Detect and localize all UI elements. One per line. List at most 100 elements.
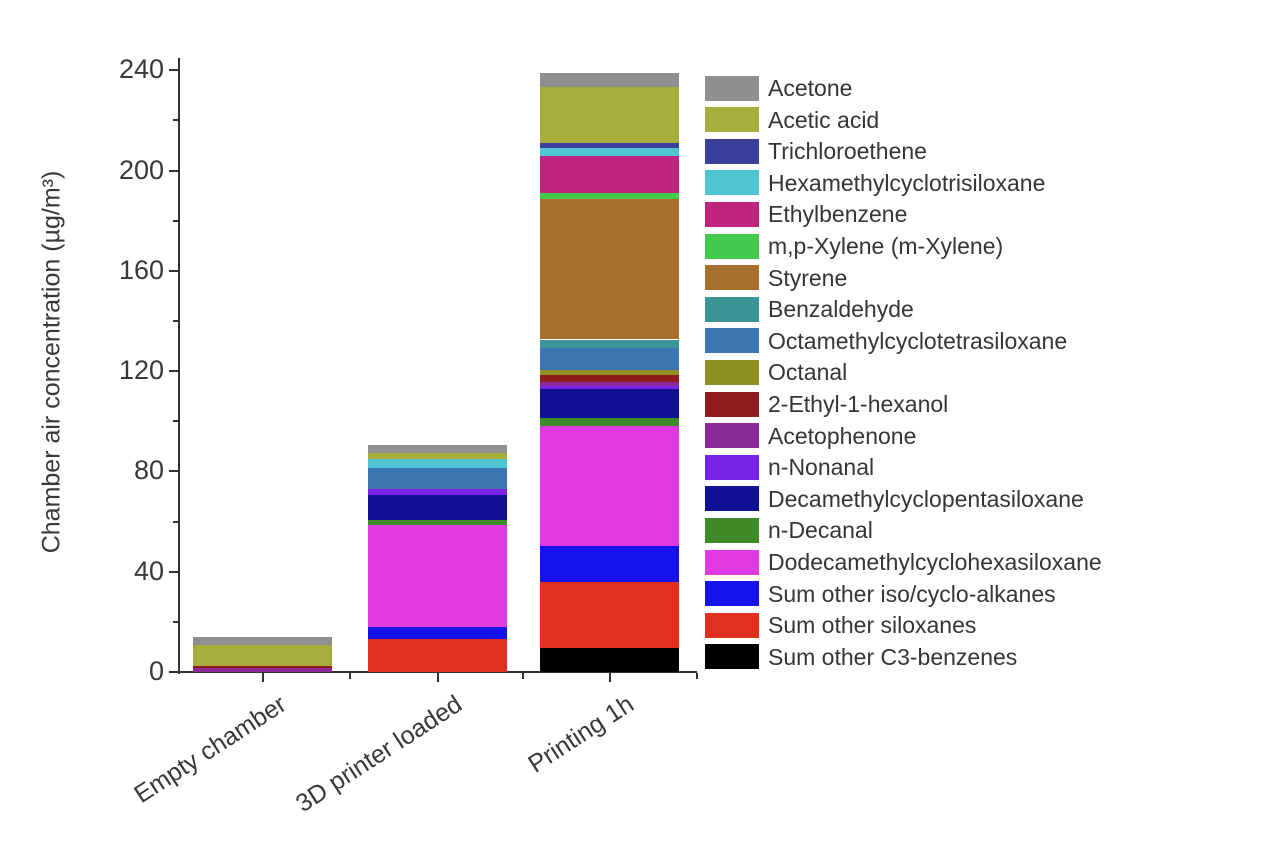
legend-label: Decamethylcyclopentasiloxane <box>768 485 1084 512</box>
y-major-tick <box>169 570 178 573</box>
x-major-tick <box>436 673 439 682</box>
legend-swatch <box>705 391 759 417</box>
legend-label: Trichloroethene <box>768 138 927 165</box>
y-tick-label: 0 <box>148 656 164 686</box>
legend-swatch <box>705 75 759 101</box>
y-tick-label: 120 <box>118 355 164 386</box>
legend-label: Dodecamethylcyclohexasiloxane <box>768 549 1102 575</box>
bar-segment <box>193 668 332 672</box>
legend-label: Acetone <box>768 75 853 101</box>
x-minor-tick <box>349 673 351 679</box>
bar-segment <box>540 73 679 87</box>
bar-segment <box>540 86 679 143</box>
bar-segment <box>540 147 679 157</box>
bar-segment <box>540 389 679 419</box>
legend-label: Acetophenone <box>768 422 917 449</box>
x-major-tick <box>261 673 264 682</box>
bar-segment <box>540 374 679 383</box>
legend-label: Sum other iso/cyclo-alkanes <box>768 580 1056 607</box>
legend-swatch <box>705 359 759 385</box>
legend-label: 2-Ethyl-1-hexanol <box>768 391 949 417</box>
legend-label: n-Nonanal <box>768 454 875 481</box>
legend-label: Octamethylcyclotetrasiloxane <box>768 327 1068 354</box>
bar-segment <box>193 637 332 646</box>
legend-swatch <box>705 233 759 259</box>
legend-label: n-Decanal <box>768 517 873 544</box>
legend-label: Sum other C3-benzenes <box>768 643 1018 670</box>
y-major-tick <box>169 470 178 473</box>
bar-segment <box>540 339 679 348</box>
x-minor-tick <box>696 673 698 679</box>
legend-label: Ethylbenzene <box>768 201 908 228</box>
y-minor-tick <box>173 119 178 122</box>
bar-segment <box>540 347 679 370</box>
bar-segment <box>368 495 507 520</box>
y-tick-label: 160 <box>118 254 164 285</box>
y-minor-tick <box>173 319 178 322</box>
bar-segment <box>368 519 507 525</box>
legend-swatch <box>705 170 759 196</box>
legend-swatch <box>705 296 759 322</box>
y-axis-line <box>178 58 180 674</box>
legend-label: Sum other siloxanes <box>768 612 977 639</box>
y-major-tick <box>169 69 178 72</box>
bar-segment <box>368 626 507 639</box>
bar-segment <box>540 425 679 547</box>
x-minor-tick <box>522 673 524 679</box>
y-minor-tick <box>173 219 178 222</box>
legend-swatch <box>705 423 759 449</box>
bar-segment <box>193 645 332 667</box>
legend-swatch <box>705 644 759 670</box>
legend-swatch <box>705 549 759 575</box>
y-tick-label: 200 <box>118 154 164 185</box>
y-minor-tick <box>173 420 178 423</box>
legend-swatch <box>705 454 759 480</box>
bar-segment <box>540 648 679 672</box>
bar-segment <box>540 193 679 200</box>
bar-segment <box>540 382 679 386</box>
legend-swatch <box>705 201 759 227</box>
bar-segment <box>540 385 679 390</box>
x-axis-line <box>178 671 697 673</box>
legend-swatch <box>705 486 759 512</box>
legend-label: Acetic acid <box>768 106 880 133</box>
bar-segment <box>368 489 507 496</box>
y-major-tick <box>169 370 178 373</box>
legend-swatch <box>705 581 759 607</box>
legend-swatch <box>705 265 759 291</box>
bar-segment <box>540 156 679 194</box>
y-major-tick <box>169 269 178 272</box>
bar-segment <box>368 459 507 469</box>
legend-label: Benzaldehyde <box>768 296 914 323</box>
legend-swatch <box>705 612 759 638</box>
y-major-tick <box>169 671 178 673</box>
bar-segment <box>368 445 507 454</box>
legend-label: Styrene <box>768 264 848 291</box>
y-tick-label: 80 <box>133 455 164 486</box>
bar-segment <box>540 546 679 582</box>
x-major-tick <box>608 673 611 682</box>
bar-segment <box>540 418 679 426</box>
legend-swatch <box>705 517 759 543</box>
y-tick-label: 40 <box>133 555 164 586</box>
bar-segment <box>540 142 679 148</box>
bar-segment <box>368 638 507 672</box>
bar-segment <box>368 524 507 627</box>
legend-swatch <box>705 107 759 133</box>
bar-segment <box>540 581 679 649</box>
legend-label: Octanal <box>768 359 848 386</box>
legend-swatch <box>705 328 759 354</box>
bar-segment <box>193 666 332 669</box>
y-tick-label: 240 <box>118 54 164 85</box>
bar-segment <box>540 369 679 375</box>
legend-swatch <box>705 138 759 164</box>
bar-segment <box>540 199 679 340</box>
legend-label: m,p-Xylene (m-Xylene) <box>768 233 1004 259</box>
y-minor-tick <box>173 520 178 523</box>
bar-segment <box>368 468 507 490</box>
bar-segment <box>368 453 507 460</box>
legend-label: Hexamethylcyclotrisiloxane <box>768 169 1046 196</box>
